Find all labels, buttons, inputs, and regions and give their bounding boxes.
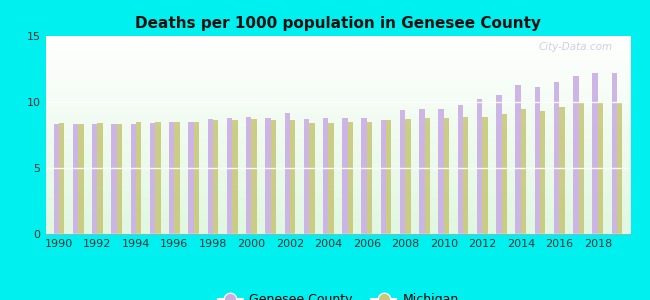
Bar [188,122,194,234]
Bar [348,122,353,234]
Bar [232,121,237,234]
Bar [111,124,117,234]
Bar [309,123,315,234]
Bar [92,124,98,234]
Bar [207,119,213,234]
Bar [73,124,78,234]
Bar [381,121,386,234]
Bar [612,73,617,234]
Bar [78,124,84,234]
Bar [496,95,502,234]
Title: Deaths per 1000 population in Genesee County: Deaths per 1000 population in Genesee Co… [135,16,541,31]
Bar [150,123,155,234]
Bar [265,118,270,234]
Bar [592,73,598,234]
Bar [617,103,623,234]
Bar [270,121,276,234]
Bar [328,123,333,234]
Bar [578,103,584,234]
Bar [424,118,430,234]
Bar [540,111,545,234]
Bar [343,118,348,234]
Bar [386,121,391,234]
Bar [554,82,559,234]
Bar [367,122,372,234]
Bar [117,124,122,234]
Bar [535,88,540,234]
Bar [98,123,103,234]
Bar [482,116,488,234]
Bar [598,102,603,234]
Legend: Genesee County, Michigan: Genesee County, Michigan [213,288,463,300]
Bar [400,110,406,234]
Bar [131,124,136,234]
Bar [155,122,161,234]
Bar [285,112,290,234]
Bar [290,121,295,234]
Bar [463,116,469,234]
Bar [169,122,174,234]
Bar [573,76,578,234]
Bar [559,107,565,234]
Bar [59,123,64,234]
Bar [458,105,463,234]
Bar [252,119,257,234]
Bar [323,118,328,234]
Bar [477,99,482,234]
Bar [444,118,449,234]
Bar [521,109,526,234]
Bar [419,109,424,234]
Bar [361,118,367,234]
Bar [53,124,59,234]
Bar [136,122,141,234]
Text: City-Data.com: City-Data.com [539,42,613,52]
Bar [502,114,507,234]
Bar [246,116,252,234]
Bar [227,118,232,234]
Bar [406,119,411,234]
Bar [213,121,218,234]
Bar [194,122,199,234]
Bar [174,122,180,234]
Bar [304,119,309,234]
Bar [439,109,444,234]
Bar [515,85,521,234]
